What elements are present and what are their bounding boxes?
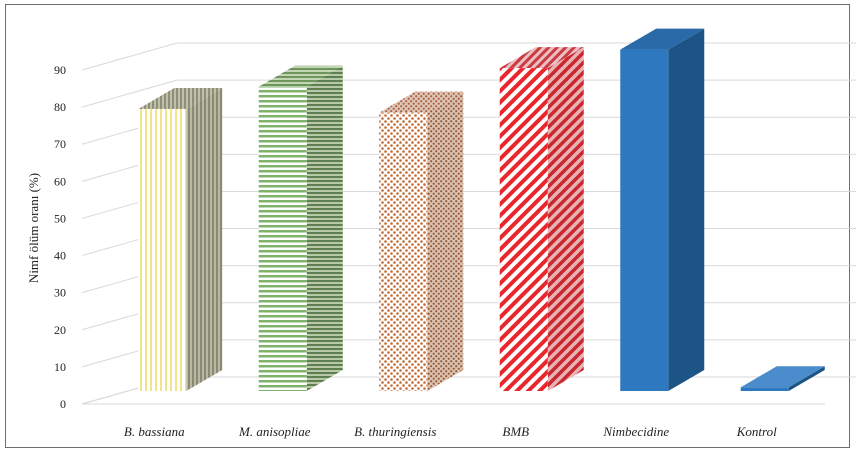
bar-1 bbox=[138, 87, 223, 391]
bar-side-face bbox=[306, 65, 343, 391]
bar-front-face bbox=[379, 112, 428, 392]
y-tick-label: 80 bbox=[54, 100, 66, 114]
y-tick-label: 20 bbox=[54, 323, 66, 337]
x-tick-label: BMB bbox=[502, 424, 529, 439]
bar-side-face bbox=[427, 91, 464, 392]
bar-top-face bbox=[620, 28, 705, 50]
x-tick-label: B. bassiana bbox=[124, 424, 185, 439]
bar-5 bbox=[620, 28, 705, 391]
y-tick-label: 40 bbox=[54, 249, 66, 263]
bar-top-face bbox=[258, 65, 343, 87]
x-tick-label: Nimbecidine bbox=[602, 424, 669, 439]
y-tick-label: 70 bbox=[54, 137, 66, 151]
bar-front-face bbox=[499, 68, 548, 391]
bar-front-face bbox=[620, 49, 669, 391]
bar-4 bbox=[499, 47, 584, 392]
y-axis-label: Nimf ölüm oranı (%) bbox=[26, 173, 41, 283]
bars bbox=[138, 28, 825, 392]
gridline-diagonal bbox=[81, 42, 178, 71]
x-tick-label: Kontrol bbox=[736, 424, 777, 439]
y-tick-label: 0 bbox=[60, 397, 66, 411]
y-tick-label: 60 bbox=[54, 174, 66, 188]
bar-top-face bbox=[138, 87, 223, 109]
y-axis: 0 10 20 30 40 50 60 70 80 90 bbox=[54, 63, 66, 411]
bar-side-face bbox=[547, 47, 584, 392]
x-tick-label: M. anisopliae bbox=[238, 424, 311, 439]
x-tick-label: B. thuringiensis bbox=[354, 424, 436, 439]
bar-6 bbox=[740, 366, 825, 391]
y-tick-label: 10 bbox=[54, 360, 66, 374]
bar-top-face bbox=[499, 47, 584, 69]
bar-front-face bbox=[138, 108, 187, 391]
bar-side-face bbox=[788, 366, 825, 391]
bar-top-face bbox=[379, 91, 464, 113]
y-tick-label: 90 bbox=[54, 63, 66, 77]
y-tick-label: 30 bbox=[54, 286, 66, 300]
y-tick-label: 50 bbox=[54, 211, 66, 225]
bar-2 bbox=[258, 65, 343, 391]
gridline-diagonal bbox=[81, 79, 178, 108]
bar-front-face bbox=[740, 387, 789, 391]
bar-3 bbox=[379, 91, 464, 392]
category-labels: B. bassiana M. anisopliae B. thuringiensis… bbox=[124, 424, 777, 439]
bar-top-face bbox=[740, 366, 825, 388]
bar-side-face bbox=[186, 87, 223, 391]
bar-front-face bbox=[258, 86, 307, 391]
bar-side-face bbox=[668, 28, 705, 391]
